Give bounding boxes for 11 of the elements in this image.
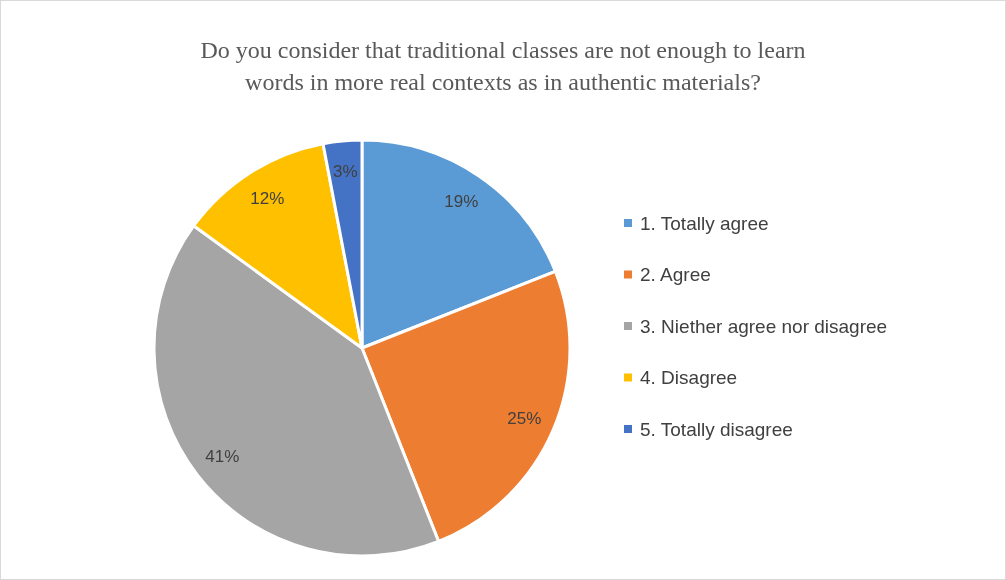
data-label: 41% bbox=[205, 446, 240, 466]
data-label: 19% bbox=[444, 192, 479, 212]
chart-title: Do you consider that traditional classes are not enough to learn words in more real contexts as in authentic materials? bbox=[200, 37, 806, 95]
data-label: 3% bbox=[333, 162, 358, 182]
data-label: 12% bbox=[250, 189, 285, 209]
legend-label: 4. Disagree bbox=[640, 367, 738, 388]
legend-label: 1. Totally agree bbox=[640, 212, 769, 234]
legend-label: 3. Niether agree nor disagree bbox=[640, 315, 888, 337]
legend-label: 2. Agree bbox=[640, 264, 711, 285]
legend-label: 5. Totally disagree bbox=[640, 418, 793, 440]
data-label: 25% bbox=[507, 408, 542, 428]
